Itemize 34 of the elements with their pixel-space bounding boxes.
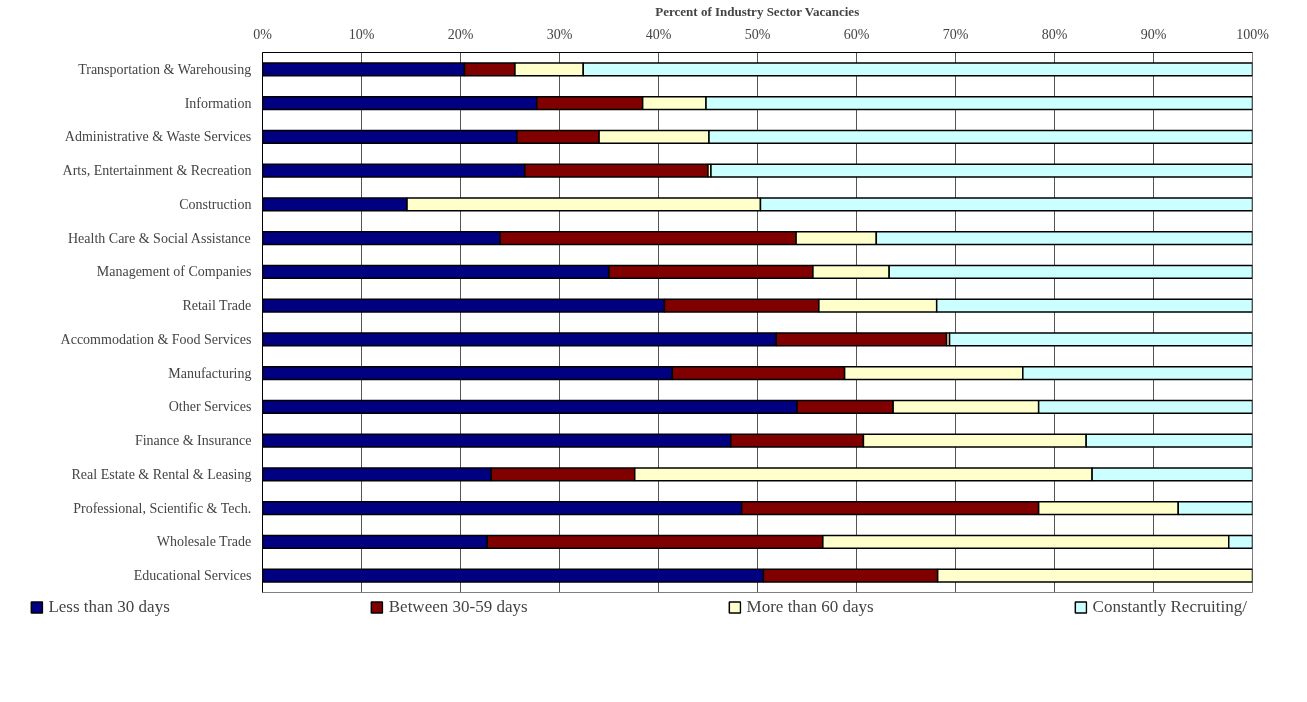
x-tick-label: 100% — [1236, 26, 1270, 42]
y-tick-label: Educational Services — [133, 568, 252, 584]
bar — [948, 332, 1253, 347]
x-tick-label: 90% — [1140, 26, 1167, 42]
x-tick-label: 60% — [843, 26, 870, 42]
legend-label: More than 60 days — [746, 597, 874, 617]
x-tick-label: 10% — [348, 26, 375, 42]
y-tick-label: Real Estate & Rental & Leasing — [71, 466, 252, 482]
y-tick-label: Arts, Entertainment & Recreation — [62, 163, 252, 179]
y-tick-label: Manufacturing — [168, 365, 252, 381]
y-tick-label: Transportation & Warehousing — [78, 61, 252, 77]
x-tick-label: 30% — [546, 26, 573, 42]
y-tick-label: Construction — [179, 196, 252, 212]
legend-label: Between 30-59 days — [388, 597, 528, 617]
legend-label: Less than 30 days — [48, 597, 170, 617]
y-tick-label: Accommodation & Food Services — [60, 331, 252, 347]
y-tick-label: Management of Companies — [96, 264, 252, 280]
y-tick-label: Information — [184, 95, 252, 111]
y-tick-label: Other Services — [168, 399, 252, 415]
x-tick-label: 50% — [744, 26, 771, 42]
x-tick-label: 20% — [447, 26, 474, 42]
legend-label: Constantly Recruiting/ — [1092, 597, 1247, 617]
y-tick-label: Administrative & Waste Services — [64, 129, 252, 145]
x-tick-label: 40% — [645, 26, 672, 42]
x-axis-title: Percent of Industry Sector Vacancies — [655, 3, 860, 19]
y-tick-label: Wholesale Trade — [156, 534, 252, 550]
y-tick-label: Retail Trade — [182, 298, 252, 314]
x-tick-label: 0% — [253, 26, 273, 42]
x-tick-label: 80% — [1041, 26, 1068, 42]
bar — [710, 163, 1253, 178]
y-tick-label: Finance & Insurance — [134, 433, 252, 449]
x-tick-label: 70% — [942, 26, 969, 42]
y-tick-label: Health Care & Social Assistance — [68, 230, 251, 246]
y-tick-label: Professional, Scientific & Tech. — [73, 500, 252, 516]
